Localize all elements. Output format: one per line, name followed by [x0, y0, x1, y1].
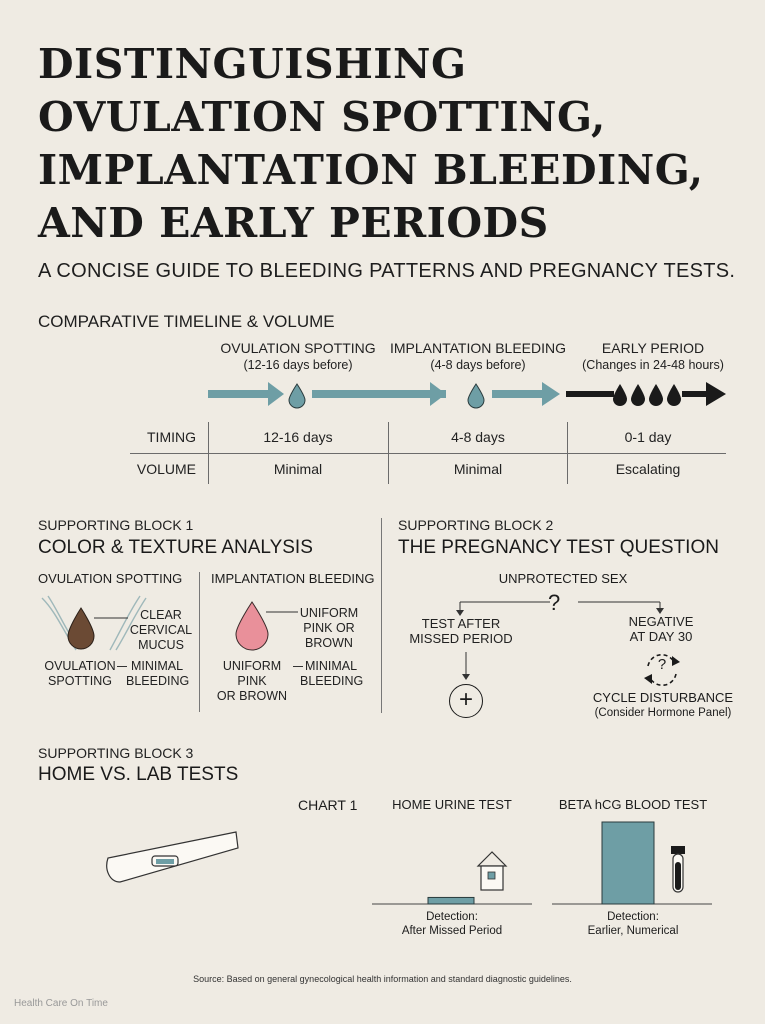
blood-drop-icon — [631, 384, 645, 406]
block1-divider — [199, 572, 200, 712]
block3-title: HOME VS. LAB TESTS — [38, 764, 239, 785]
block-divider — [381, 518, 382, 713]
mucus-illustration — [41, 595, 147, 651]
block3-label: SUPPORTING BLOCK 3 — [38, 745, 194, 761]
water-drop-icon — [288, 383, 306, 409]
block1-label: SUPPORTING BLOCK 1 — [38, 517, 194, 533]
title-line: DISTINGUISHING — [38, 40, 467, 88]
block1-title: COLOR & TEXTURE ANALYSIS — [38, 537, 313, 558]
uniform-pink-label: UNIFORM PINK OR BROWN — [216, 659, 288, 703]
volume-implantation: Minimal — [453, 461, 503, 477]
title-line: IMPLANTATION BLEEDING, — [38, 146, 704, 194]
row-label-volume: VOLUME — [136, 461, 196, 477]
timeline-arrows — [208, 382, 726, 409]
hormone-panel-note: (Consider Hormone Panel) — [594, 707, 732, 719]
timeline-heading: COMPARATIVE TIMELINE & VOLUME — [38, 312, 335, 331]
dark-arrow — [566, 382, 726, 406]
blood-drop-icon — [649, 384, 663, 406]
pregnancy-test-stick-illustration — [106, 831, 239, 883]
question-mark-icon: ? — [548, 590, 561, 615]
teal-arrow-2 — [312, 382, 446, 406]
phase-period-sub: (Changes in 24-48 hours) — [582, 358, 724, 372]
block1-col2-heading: IMPLANTATION BLEEDING — [211, 571, 375, 586]
brown-drop-icon — [67, 607, 95, 650]
block2-label: SUPPORTING BLOCK 2 — [398, 517, 554, 533]
home-test-title: HOME URINE TEST — [392, 797, 512, 812]
cycle-disturbance-label: CYCLE DISTURBANCE — [592, 690, 734, 705]
page-subtitle: A CONCISE GUIDE TO BLEEDING PATTERNS AND… — [38, 260, 736, 282]
volume-period: Escalating — [615, 461, 681, 477]
timing-implantation: 4-8 days — [451, 429, 505, 445]
timing-ovulation: 12-16 days — [263, 429, 333, 445]
minimal-bleeding-label: MINIMAL BLEEDING — [126, 659, 190, 688]
timing-period: 0-1 day — [624, 429, 672, 445]
lab-detection-caption: Detection: Earlier, Numerical — [587, 911, 679, 937]
flow-left-node: TEST AFTER MISSED PERIOD — [409, 616, 513, 646]
uniform-pink-callout: UNIFORM PINK OR BROWN — [299, 606, 359, 650]
title-line: OVULATION SPOTTING, — [38, 93, 606, 141]
cycle-question-mark: ? — [657, 656, 667, 673]
phase-implantation-sub: (4-8 days before) — [430, 358, 526, 372]
clear-mucus-callout: CLEAR CERVICAL MUCUS — [129, 608, 193, 652]
flow-right-node: NEGATIVE AT DAY 30 — [628, 614, 694, 644]
phase-ovulation-sub: (12-16 days before) — [243, 358, 353, 372]
title-line: AND EARLY PERIODS — [38, 199, 549, 247]
bar-home-urine-test — [427, 896, 475, 905]
label-dash — [293, 666, 303, 667]
flow-start: UNPROTECTED SEX — [498, 571, 628, 586]
detection-bar-chart — [372, 821, 712, 905]
water-drop-icon — [467, 383, 485, 409]
blood-vial-icon — [671, 846, 685, 893]
flowchart-lines — [456, 601, 664, 680]
teal-arrow-1 — [208, 382, 284, 406]
minimal-bleeding-label-2: MINIMAL BLEEDING — [300, 659, 364, 688]
page-title: DISTINGUISHING OVULATION SPOTTING, IMPLA… — [38, 38, 738, 250]
pink-drop-icon — [235, 601, 269, 651]
row-label-timing: TIMING — [147, 429, 196, 445]
ovulation-spotting-label: OVULATION SPOTTING — [44, 659, 116, 688]
blood-drop-icon — [613, 384, 627, 406]
teal-arrow-3 — [492, 382, 560, 406]
positive-result-icon: + — [449, 684, 483, 718]
phase-ovulation-name: OVULATION SPOTTING — [220, 340, 376, 356]
source-note: Source: Based on general gynecological h… — [193, 974, 572, 984]
brand-watermark: Health Care On Time — [14, 998, 108, 1009]
table-column-divider — [208, 422, 209, 484]
phase-implantation-name: IMPLANTATION BLEEDING — [389, 340, 567, 356]
chart-label: CHART 1 — [298, 797, 358, 813]
table-column-divider — [567, 422, 568, 484]
table-column-divider — [388, 422, 389, 484]
label-dash — [117, 666, 127, 667]
volume-ovulation: Minimal — [273, 461, 323, 477]
blood-drop-icon — [667, 384, 681, 406]
block2-title: THE PREGNANCY TEST QUESTION — [398, 537, 719, 558]
house-icon — [476, 851, 508, 891]
home-detection-caption: Detection: After Missed Period — [401, 911, 503, 937]
phase-period-name: EARLY PERIOD — [601, 340, 705, 356]
pink-drop-illustration — [235, 601, 298, 651]
cycle-icon — [644, 653, 680, 687]
block1-col1-heading: OVULATION SPOTTING — [38, 571, 183, 586]
table-divider — [130, 453, 726, 454]
lab-test-title: BETA hCG BLOOD TEST — [558, 797, 708, 812]
bar-beta-hcg-blood-test — [601, 821, 655, 905]
